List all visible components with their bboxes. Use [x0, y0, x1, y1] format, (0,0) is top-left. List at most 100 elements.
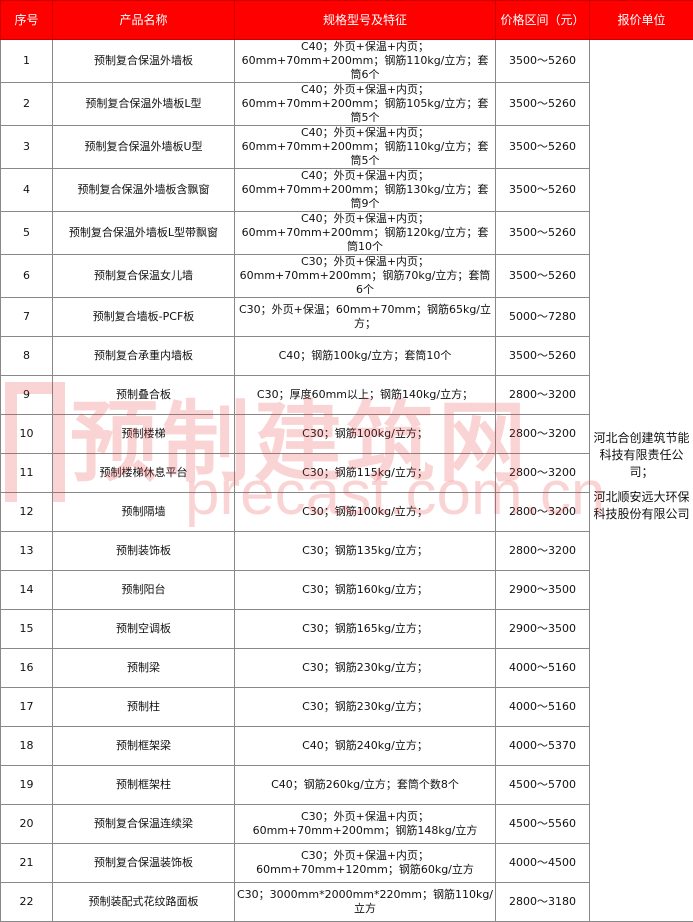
spec: C30；3000mm*2000mm*220mm；钢筋110kg/立方 [235, 883, 496, 922]
price-range: 4500～5560 [496, 805, 590, 844]
header-spec: 规格型号及特征 [235, 1, 496, 40]
price-range: 3500～5260 [496, 126, 590, 169]
spec: C30；钢筋230kg/立方； [235, 649, 496, 688]
price-range: 2800～3200 [496, 376, 590, 415]
spec: C30；外页+保温+内页；60mm+70mm+200mm；钢筋70kg/立方；套… [235, 255, 496, 298]
price-range: 2800～3200 [496, 493, 590, 532]
spec: C40；外页+保温+内页；60mm+70mm+200mm；钢筋130kg/立方；… [235, 169, 496, 212]
product-name: 预制装配式花纹路面板 [53, 883, 235, 922]
product-name: 预制复合保温外墙板L型带飘窗 [53, 212, 235, 255]
price-range: 4000～5160 [496, 688, 590, 727]
product-name: 预制框架梁 [53, 727, 235, 766]
product-name: 预制复合保温外墙板 [53, 40, 235, 83]
spec: C40；外页+保温+内页；60mm+70mm+200mm；钢筋110kg/立方；… [235, 126, 496, 169]
price-range: 2900～3500 [496, 610, 590, 649]
row-no: 17 [1, 688, 53, 727]
row-no: 8 [1, 337, 53, 376]
price-range: 3500～5260 [496, 83, 590, 126]
product-name: 预制框架柱 [53, 766, 235, 805]
spec: C30；外页+保温；60mm+70mm；钢筋65kg/立方； [235, 298, 496, 337]
spec: C30；钢筋165kg/立方； [235, 610, 496, 649]
row-no: 22 [1, 883, 53, 922]
product-name: 预制梁 [53, 649, 235, 688]
product-name: 预制复合保温女儿墙 [53, 255, 235, 298]
supplier: 河北合创建筑节能科技有限责任公司； [592, 430, 691, 481]
spec: C30；钢筋160kg/立方； [235, 571, 496, 610]
row-no: 20 [1, 805, 53, 844]
row-no: 7 [1, 298, 53, 337]
row-no: 10 [1, 415, 53, 454]
product-name: 预制阳台 [53, 571, 235, 610]
price-range: 3500～5260 [496, 169, 590, 212]
spec: C40；外页+保温+内页；60mm+70mm+200mm；钢筋105kg/立方；… [235, 83, 496, 126]
price-range: 2900～3500 [496, 571, 590, 610]
row-no: 13 [1, 532, 53, 571]
spec: C30；钢筋135kg/立方； [235, 532, 496, 571]
header-name: 产品名称 [53, 1, 235, 40]
product-name: 预制装饰板 [53, 532, 235, 571]
spec: C30；钢筋115kg/立方； [235, 454, 496, 493]
row-no: 9 [1, 376, 53, 415]
row-no: 2 [1, 83, 53, 126]
spec: C40；外页+保温+内页；60mm+70mm+200mm；钢筋110kg/立方；… [235, 40, 496, 83]
row-no: 6 [1, 255, 53, 298]
row-no: 18 [1, 727, 53, 766]
row-no: 12 [1, 493, 53, 532]
spec: C40；钢筋260kg/立方；套筒个数8个 [235, 766, 496, 805]
row-no: 3 [1, 126, 53, 169]
header-row: 序号产品名称规格型号及特征价格区间（元）报价单位 [1, 1, 693, 40]
header-supplier: 报价单位 [590, 1, 693, 40]
row-no: 14 [1, 571, 53, 610]
price-range: 2800～3200 [496, 454, 590, 493]
product-name: 预制空调板 [53, 610, 235, 649]
product-name: 预制复合保温外墙板U型 [53, 126, 235, 169]
row-no: 4 [1, 169, 53, 212]
product-name: 预制复合保温装饰板 [53, 844, 235, 883]
header-no: 序号 [1, 1, 53, 40]
price-range: 3500～5260 [496, 255, 590, 298]
row-no: 1 [1, 40, 53, 83]
price-range: 4500～5700 [496, 766, 590, 805]
price-range: 3500～5260 [496, 337, 590, 376]
price-range: 4000～4500 [496, 844, 590, 883]
price-range: 4000～5160 [496, 649, 590, 688]
product-name: 预制复合墙板-PCF板 [53, 298, 235, 337]
product-name: 预制复合承重内墙板 [53, 337, 235, 376]
spec: C40；钢筋100kg/立方；套筒10个 [235, 337, 496, 376]
product-name: 预制楼梯 [53, 415, 235, 454]
row-no: 16 [1, 649, 53, 688]
spec: C30；钢筋100kg/立方； [235, 493, 496, 532]
spec: C40；外页+保温+内页；60mm+70mm+200mm；钢筋120kg/立方；… [235, 212, 496, 255]
product-name: 预制隔墙 [53, 493, 235, 532]
price-range: 5000～7280 [496, 298, 590, 337]
price-range: 2800～3200 [496, 532, 590, 571]
row-no: 11 [1, 454, 53, 493]
row-no: 5 [1, 212, 53, 255]
row-no: 19 [1, 766, 53, 805]
spec: C30；厚度60mm以上；钢筋140kg/立方； [235, 376, 496, 415]
spec: C30；钢筋230kg/立方； [235, 688, 496, 727]
product-name: 预制柱 [53, 688, 235, 727]
